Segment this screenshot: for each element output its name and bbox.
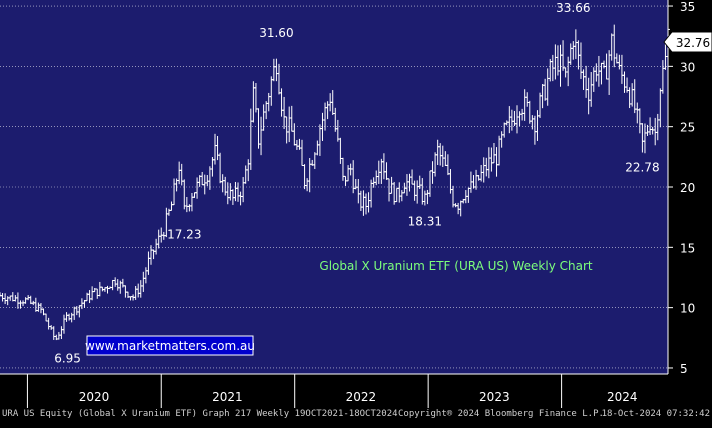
watermark-box[interactable]: www.marketmatters.com.au (85, 335, 255, 356)
ytick-label-20: 20 (680, 181, 695, 195)
ytick-label-10: 10 (680, 302, 695, 316)
annotation-18.31: 18.31 (408, 214, 442, 228)
x-axis-panel (0, 374, 712, 408)
annotation-17.23: 17.23 (167, 227, 201, 241)
annotation-31.60: 31.60 (259, 26, 293, 40)
annotation-22.78: 22.78 (625, 160, 659, 174)
year-label-2024: 2024 (607, 390, 638, 404)
annotation-33.66: 33.66 (556, 1, 590, 15)
last-price-label: 32.76 (676, 36, 710, 50)
footer-bar: URA US Equity (Global X Uranium ETF) Gra… (0, 408, 712, 424)
year-label-2022: 2022 (346, 390, 377, 404)
price-bars (0, 14, 670, 341)
grid-lines (0, 5, 668, 369)
last-price-tag: 32.76 (663, 31, 712, 53)
annotations: 6.95 17.23 31.60 18.31 33.66 22.78 (54, 1, 659, 365)
annotation-6.95: 6.95 (54, 351, 81, 365)
ytick-label-15: 15 (680, 241, 695, 255)
ytick-label-25: 25 (680, 121, 695, 135)
axis-panel (668, 0, 712, 374)
year-label-2021: 2021 (212, 390, 243, 404)
ytick-label-30: 30 (680, 60, 695, 74)
footer-copyright: Copyright® 2024 Bloomberg Finance L.P. (398, 409, 604, 419)
footer-timestamp: 18-Oct-2024 07:32:42 (601, 409, 710, 419)
ytick-label-5: 5 (680, 362, 688, 376)
chart-title: Global X Uranium ETF (URA US) Weekly Cha… (319, 259, 593, 273)
axes: 5 10 15 20 25 30 35 2020 2021 2022 2023 2024 (0, 0, 695, 408)
watermark-text[interactable]: www.marketmatters.com.au (85, 339, 255, 353)
year-label-2020: 2020 (79, 390, 110, 404)
ytick-label-35: 35 (680, 0, 695, 14)
year-label-2023: 2023 (479, 390, 510, 404)
footer-security-info: URA US Equity (Global X Uranium ETF) Gra… (2, 409, 398, 419)
